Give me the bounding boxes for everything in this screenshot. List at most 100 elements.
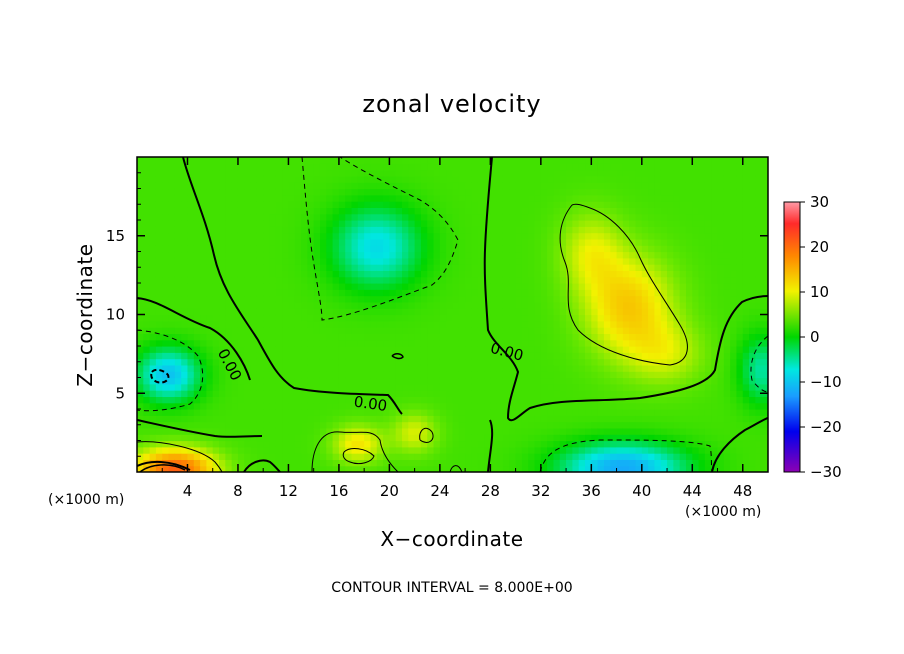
heatmap-cell	[231, 163, 239, 171]
heatmap-cell	[149, 220, 157, 227]
heatmap-cell	[452, 440, 460, 448]
heatmap-cell	[244, 157, 252, 164]
heatmap-cell	[420, 333, 428, 341]
heatmap-cell	[578, 251, 586, 259]
heatmap-cell	[730, 402, 738, 410]
heatmap-cell	[137, 459, 144, 467]
heatmap-cell	[345, 339, 353, 347]
heatmap-cell	[370, 163, 378, 171]
heatmap-cell	[673, 301, 681, 309]
heatmap-cell	[288, 257, 296, 265]
heatmap-cell	[446, 396, 454, 404]
heatmap-cell	[704, 314, 712, 322]
heatmap-cell	[389, 188, 397, 196]
heatmap-cell	[742, 434, 750, 442]
heatmap-cell	[685, 295, 693, 303]
heatmap-cell	[446, 232, 454, 240]
heatmap-cell	[420, 182, 428, 190]
heatmap-cell	[301, 213, 308, 221]
heatmap-cell	[730, 213, 738, 221]
heatmap-cell	[547, 157, 555, 164]
heatmap-cell	[761, 175, 768, 183]
heatmap-cell	[357, 182, 365, 190]
heatmap-cell	[439, 434, 447, 442]
heatmap-cell	[345, 459, 353, 467]
heatmap-cell	[509, 339, 517, 347]
heatmap-cell	[389, 446, 397, 454]
heatmap-cell	[566, 320, 573, 328]
heatmap-cell	[149, 207, 157, 215]
heatmap-cell	[692, 421, 700, 429]
heatmap-cell	[326, 390, 334, 397]
heatmap-cell	[206, 352, 214, 360]
heatmap-cell	[332, 238, 340, 246]
heatmap-cell	[313, 327, 321, 334]
heatmap-cell	[578, 289, 586, 297]
heatmap-cell	[629, 333, 637, 341]
heatmap-cell	[282, 434, 290, 442]
heatmap-cell	[559, 283, 567, 290]
heatmap-cell	[332, 213, 340, 221]
heatmap-cell	[515, 207, 523, 215]
heatmap-cell	[427, 465, 435, 472]
heatmap-cell	[742, 169, 750, 177]
heatmap-cell	[585, 333, 592, 341]
heatmap-cell	[698, 301, 706, 309]
heatmap-cell	[162, 251, 170, 259]
heatmap-cell	[742, 232, 750, 240]
heatmap-cell	[319, 157, 327, 164]
heatmap-cell	[509, 169, 517, 177]
heatmap-cell	[313, 390, 321, 397]
heatmap-cell	[263, 289, 271, 297]
heatmap-cell	[610, 175, 618, 183]
heatmap-cell	[269, 213, 277, 221]
heatmap-cell	[307, 314, 315, 322]
heatmap-cell	[452, 182, 460, 190]
heatmap-cell	[237, 346, 245, 353]
heatmap-cell	[477, 427, 485, 435]
heatmap-cell	[269, 427, 277, 435]
heatmap-cell	[629, 377, 637, 385]
heatmap-cell	[225, 421, 233, 429]
heatmap-cell	[730, 207, 738, 215]
heatmap-cell	[408, 453, 416, 460]
heatmap-cell	[370, 446, 378, 454]
heatmap-cell	[174, 346, 182, 353]
heatmap-cell	[162, 364, 170, 372]
heatmap-cell	[711, 390, 719, 397]
heatmap-cell	[597, 352, 605, 360]
heatmap-cell	[585, 251, 592, 259]
heatmap-cell	[559, 188, 567, 196]
heatmap-cell	[761, 276, 768, 284]
heatmap-cell	[313, 276, 321, 284]
heatmap-cell	[521, 188, 529, 196]
heatmap-cell	[471, 169, 479, 177]
heatmap-cell	[540, 446, 548, 454]
heatmap-cell	[610, 270, 618, 278]
heatmap-cell	[420, 320, 428, 328]
heatmap-cell	[231, 283, 239, 290]
heatmap-cell	[357, 427, 365, 435]
heatmap-cell	[742, 182, 750, 190]
heatmap-cell	[502, 226, 510, 234]
heatmap-cell	[149, 390, 157, 397]
heatmap-cell	[749, 320, 756, 328]
heatmap-cell	[181, 339, 189, 347]
heatmap-cell	[540, 459, 548, 467]
heatmap-cell	[212, 339, 220, 347]
heatmap-cell	[496, 371, 504, 379]
heatmap-cell	[212, 371, 220, 379]
heatmap-cell	[704, 276, 712, 284]
heatmap-cell	[749, 169, 756, 177]
heatmap-cell	[200, 257, 208, 265]
heatmap-cell	[509, 459, 517, 467]
heatmap-cell	[301, 377, 308, 385]
heatmap-cell	[181, 446, 189, 454]
heatmap-cell	[692, 459, 700, 467]
heatmap-cell	[597, 201, 605, 208]
heatmap-cell	[313, 264, 321, 271]
heatmap-cell	[200, 276, 208, 284]
heatmap-cell	[648, 182, 656, 190]
heatmap-cell	[477, 257, 485, 265]
heatmap-cell	[616, 358, 624, 366]
